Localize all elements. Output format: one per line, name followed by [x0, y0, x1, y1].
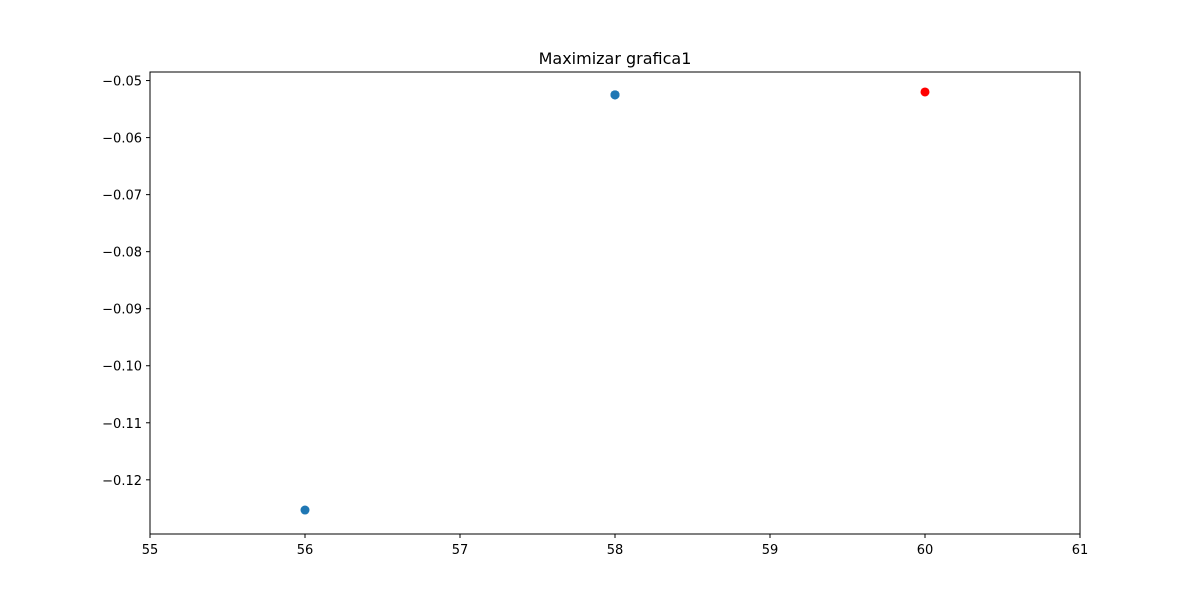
data-points [300, 87, 930, 515]
x-tick-label: 58 [607, 543, 624, 558]
chart-title: Maximizar grafica1 [539, 49, 692, 68]
x-tick-label: 59 [762, 543, 779, 558]
plot-frame [149, 71, 1081, 535]
x-tick-label: 55 [142, 543, 159, 558]
y-tick-label: −0.09 [102, 303, 142, 318]
x-axis: 55 56 57 58 59 60 61 [142, 534, 1089, 558]
y-tick-label: −0.07 [102, 189, 142, 204]
x-tick-label: 60 [917, 543, 934, 558]
x-tick-label: 57 [452, 543, 469, 558]
x-tick-label: 61 [1072, 543, 1089, 558]
y-tick-label: −0.10 [102, 360, 142, 375]
y-tick-label: −0.05 [102, 75, 142, 90]
y-tick-label: −0.11 [102, 417, 142, 432]
y-tick-label: −0.06 [102, 132, 142, 147]
y-tick-label: −0.08 [102, 246, 142, 261]
y-tick-label: −0.12 [102, 474, 142, 489]
y-axis: −0.05 −0.06 −0.07 −0.08 −0.09 −0.10 −0.11 −0.12 [102, 75, 150, 489]
scatter-point [300, 505, 310, 515]
x-tick-label: 56 [297, 543, 314, 558]
scatter-point [920, 87, 930, 97]
scatter-point [610, 90, 620, 100]
